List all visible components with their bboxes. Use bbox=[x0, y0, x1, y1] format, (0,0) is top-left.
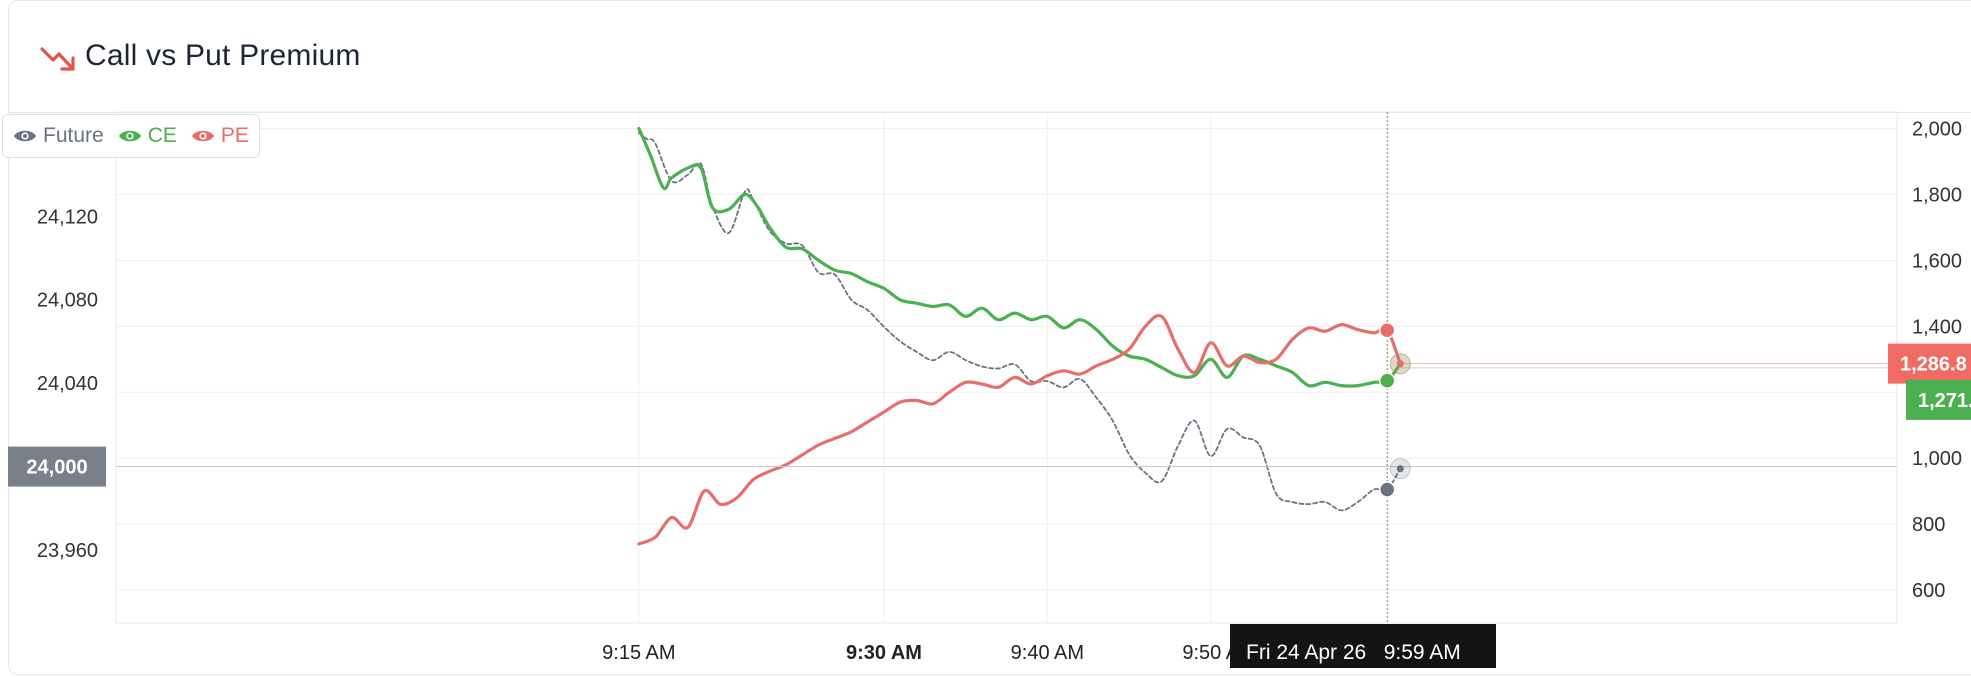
legend-label-ce: CE bbox=[147, 124, 177, 147]
legend-item-pe[interactable]: PE bbox=[191, 124, 249, 148]
left-value-badge bbox=[8, 446, 106, 487]
series-line-future[interactable] bbox=[638, 132, 1402, 512]
live-point-pe bbox=[1396, 360, 1404, 368]
legend: Future CE PE bbox=[2, 114, 260, 158]
pe-value-badge-label: 1,286.8 bbox=[1900, 354, 1967, 376]
left-axis-tick-label: 24,120 bbox=[37, 206, 98, 228]
legend-label-pe: PE bbox=[220, 124, 249, 147]
crosshair-time-badge-label: Fri 24 Apr 26 9:59 AM bbox=[1246, 641, 1461, 664]
eye-icon bbox=[118, 130, 141, 142]
trending-down-icon bbox=[40, 47, 75, 71]
eye-icon bbox=[14, 130, 36, 142]
right-axis-tick-label: 1,800 bbox=[1912, 184, 1962, 206]
crosshair-marker-future bbox=[1378, 481, 1396, 498]
x-axis-tick-label: 9:50 A bbox=[1182, 642, 1239, 664]
right-axis-tick-label: 1,600 bbox=[1912, 250, 1962, 272]
legend-item-future[interactable]: Future bbox=[13, 124, 104, 148]
series-line-ce[interactable] bbox=[637, 126, 1402, 388]
right-axis-tick-label: 2,000 bbox=[1912, 118, 1962, 140]
series-line-pe[interactable] bbox=[637, 313, 1402, 546]
right-axis-tick-label: 1,000 bbox=[1912, 448, 1962, 470]
crosshair-marker-ce bbox=[1378, 372, 1396, 389]
page-title: Call vs Put Premium bbox=[85, 39, 361, 72]
right-axis-tick-label: 1,400 bbox=[1912, 316, 1962, 338]
x-axis-tick-label: 9:40 AM bbox=[1011, 642, 1084, 664]
crosshair-marker-pe bbox=[1378, 321, 1396, 339]
x-axis-tick-label: 9:30 AM bbox=[846, 642, 922, 664]
ce-value-badge-label: 1,271. bbox=[1918, 390, 1971, 412]
left-axis-tick-label: 23,960 bbox=[37, 540, 98, 562]
crosshair-time-badge bbox=[1230, 624, 1496, 668]
ce-value-badge bbox=[1906, 379, 1971, 420]
eye-icon bbox=[191, 130, 214, 142]
left-axis-tick-label: 24,040 bbox=[37, 373, 98, 395]
left-value-badge-label: 24,000 bbox=[26, 457, 87, 479]
live-point-future bbox=[1396, 465, 1404, 473]
left-axis-tick-label: 24,080 bbox=[37, 290, 98, 312]
right-axis-tick-label: 800 bbox=[1912, 514, 1945, 536]
right-axis-tick-label: 600 bbox=[1912, 580, 1945, 602]
legend-item-ce[interactable]: CE bbox=[118, 124, 177, 148]
x-axis-tick-label: 9:15 AM bbox=[602, 642, 675, 664]
legend-label-future: Future bbox=[43, 124, 104, 147]
pe-value-badge bbox=[1888, 343, 1971, 384]
